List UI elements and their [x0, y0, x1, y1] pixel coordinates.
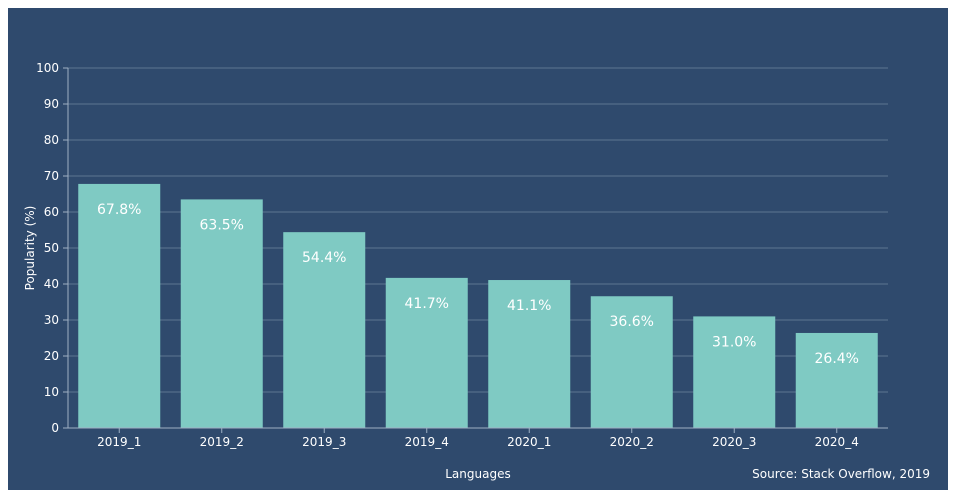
bar-value-label: 31.0%	[712, 334, 756, 350]
bar-value-label: 36.6%	[610, 314, 654, 330]
x-tick-label: 2019_4	[405, 435, 449, 449]
x-tick-label: 2020_1	[507, 435, 551, 449]
bar	[283, 232, 366, 428]
axes: 0 10 20 30 40 50 60 70 80 90 100 2019_1 2019_2 2019_3…	[36, 61, 888, 449]
y-tick-label: 50	[44, 241, 59, 255]
y-axis-title: Popularity (%)	[23, 206, 37, 291]
bar	[180, 199, 263, 428]
y-tick-label: 30	[44, 313, 59, 327]
bar	[693, 316, 776, 428]
y-tick-label: 80	[44, 133, 59, 147]
y-tick-label: 40	[44, 277, 59, 291]
x-axis-title: Languages	[445, 467, 510, 481]
bar-value-label: 63.5%	[200, 217, 244, 233]
y-tick-label: 0	[51, 421, 59, 435]
x-tick-label: 2019_2	[200, 435, 244, 449]
y-tick-label: 60	[44, 205, 59, 219]
y-tick-label: 100	[36, 61, 59, 75]
y-tick-label: 90	[44, 97, 59, 111]
x-tick-label: 2019_3	[302, 435, 346, 449]
bar-value-label: 41.7%	[405, 296, 449, 312]
bar-value-label: 26.4%	[815, 351, 859, 367]
bar	[385, 277, 468, 428]
x-tick-label: 2020_3	[712, 435, 756, 449]
y-tick-label: 70	[44, 169, 59, 183]
x-tick-label: 2019_1	[97, 435, 141, 449]
bar-value-label: 54.4%	[302, 250, 346, 266]
bar-value-label: 41.1%	[507, 298, 551, 314]
bar	[795, 332, 878, 428]
x-tick-label: 2020_2	[610, 435, 654, 449]
bars: 67.8% 63.5% 54.4% 41.7% 41.1% 36.6% 31.0% 26.4%	[78, 183, 878, 428]
bar	[488, 280, 571, 428]
source-note: Source: Stack Overflow, 2019	[752, 467, 930, 481]
y-tick-label: 20	[44, 349, 59, 363]
x-tick-label: 2020_4	[815, 435, 859, 449]
bar	[590, 296, 673, 428]
bar	[78, 183, 161, 428]
chart-panel	[8, 8, 948, 490]
bar-value-label: 67.8%	[97, 202, 141, 218]
y-tick-label: 10	[44, 385, 59, 399]
